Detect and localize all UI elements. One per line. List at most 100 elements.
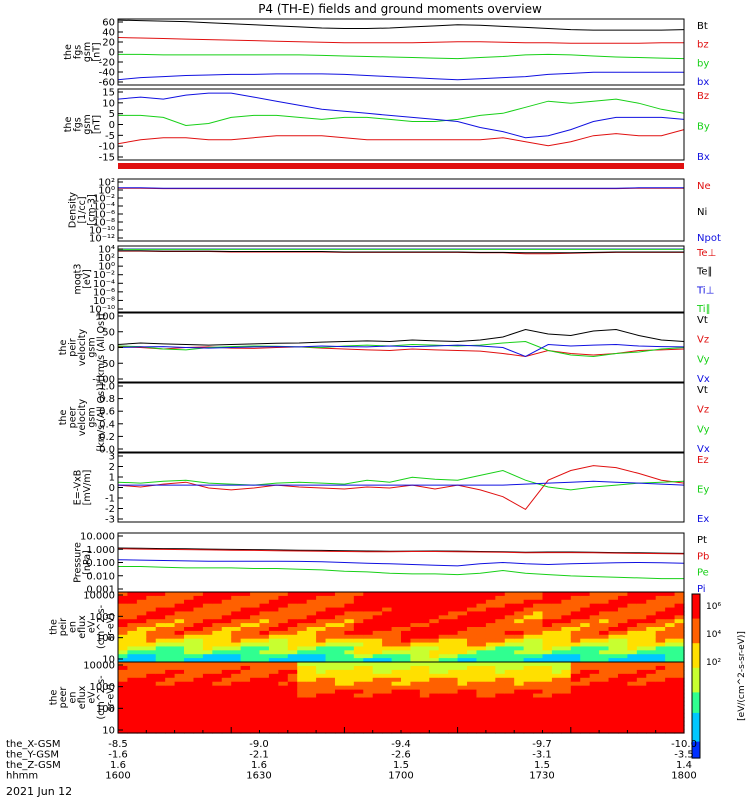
heatmap-cell [448, 592, 459, 597]
heatmap-cell [617, 592, 628, 597]
heatmap-cell [334, 638, 345, 644]
heatmap-cell [561, 595, 572, 601]
colorbar-swatch [692, 696, 700, 702]
heatmap-cell [467, 592, 478, 597]
heatmap-cell [297, 658, 308, 663]
heatmap-cell [448, 619, 459, 624]
heatmap-cell [570, 650, 581, 655]
heatmap-cell [655, 721, 666, 726]
heatmap-cell [136, 603, 147, 609]
heatmap-cell [419, 693, 430, 699]
y-tick-label: 10.000 [80, 532, 115, 543]
heatmap-cell [419, 713, 430, 718]
heatmap-cell [297, 677, 308, 683]
heatmap-cell [372, 595, 383, 601]
heatmap-cell [448, 709, 459, 714]
heatmap-cell [184, 599, 195, 605]
heatmap-cell [476, 638, 487, 644]
heatmap-cell [316, 701, 327, 706]
heatmap-cell [325, 599, 336, 605]
heatmap-cell [193, 693, 204, 699]
heatmap-cell [382, 603, 393, 609]
heatmap-cell [325, 665, 336, 671]
y-tick-label: 10⁻⁸ [93, 218, 115, 229]
heatmap-cell [184, 662, 195, 667]
heatmap-cell [363, 650, 374, 655]
heatmap-cell [467, 697, 478, 703]
heatmap-cell [599, 681, 610, 687]
heatmap-cell [250, 673, 261, 679]
heatmap-cell [297, 705, 308, 710]
heatmap-cell [589, 619, 600, 624]
heatmap-cell [665, 619, 676, 624]
heatmap-cell [316, 634, 327, 640]
heatmap-cell [165, 709, 176, 714]
heatmap-cell [636, 697, 647, 703]
heatmap-cell [419, 673, 430, 679]
heatmap-cell [344, 717, 355, 722]
y-tick-label: 1000 [90, 612, 115, 623]
heatmap-cell [401, 654, 412, 659]
heatmap-cell [627, 607, 638, 613]
heatmap-cell [608, 677, 619, 683]
heatmap-cell [523, 615, 534, 620]
heatmap-cell [438, 729, 449, 734]
y-tick-label: 100 [96, 704, 115, 715]
heatmap-cell [278, 689, 289, 695]
heatmap-cell [665, 713, 676, 718]
heatmap-cell [127, 681, 138, 687]
legend-entry: Ti∥ [696, 304, 711, 315]
heatmap-cell [655, 701, 666, 706]
y-axis-label-line: gsm [87, 337, 98, 357]
heatmap-cell [542, 654, 553, 659]
heatmap-cell [127, 673, 138, 679]
heatmap-cell [580, 611, 591, 616]
heatmap-cell [325, 725, 336, 730]
heatmap-cell [127, 642, 138, 648]
heatmap-cell [551, 677, 562, 683]
heatmap-cell [457, 677, 468, 683]
heatmap-cell [561, 717, 572, 722]
heatmap-cell [410, 627, 421, 632]
y-axis-label: moqt3[eV] [72, 264, 93, 295]
heatmap-cell [448, 627, 459, 632]
heatmap-cell [382, 650, 393, 655]
heatmap-cell [184, 697, 195, 703]
heatmap-cell [438, 634, 449, 640]
heatmap-cell [655, 677, 666, 683]
heatmap-cell [467, 650, 478, 655]
heatmap-cell [202, 638, 213, 644]
heatmap-cell [240, 627, 251, 632]
heatmap-cell [589, 717, 600, 722]
heatmap-cell [589, 662, 600, 667]
heatmap-cell [533, 607, 544, 613]
heatmap-cell [485, 642, 496, 648]
heatmap-cell [636, 717, 647, 722]
heatmap-cell [636, 713, 647, 718]
heatmap-cell [193, 630, 204, 636]
heatmap-cell [589, 693, 600, 699]
heatmap-cell [344, 634, 355, 640]
heatmap-cell [467, 689, 478, 695]
y-tick-label: 60 [102, 18, 115, 29]
heatmap-cell [419, 677, 430, 683]
heatmap-cell [127, 689, 138, 695]
heatmap-cell [627, 654, 638, 659]
heatmap-cell [495, 709, 506, 714]
heatmap-cell [127, 665, 138, 671]
heatmap-cell [278, 673, 289, 679]
heatmap-cell [118, 693, 129, 699]
heatmap-cell [533, 729, 544, 734]
heatmap-cell [212, 619, 223, 624]
heatmap-cell [353, 729, 364, 734]
heatmap-cell [334, 673, 345, 679]
heatmap-cell [495, 627, 506, 632]
heatmap-cell [382, 729, 393, 734]
heatmap-cell [391, 685, 402, 691]
heatmap-cell [674, 634, 685, 640]
heatmap-cell [655, 725, 666, 730]
heatmap-cell [136, 619, 147, 624]
heatmap-cell [655, 689, 666, 695]
heatmap-cell [599, 599, 610, 605]
